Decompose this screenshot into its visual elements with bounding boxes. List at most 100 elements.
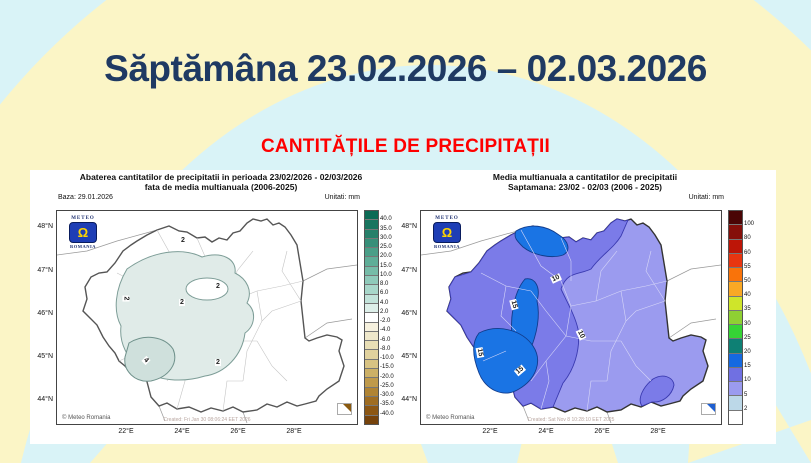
- colorbar-label: 25: [744, 334, 751, 341]
- map-created-timestamp: Created: Sat Nov 8 10:28:10 EET 2025: [527, 417, 615, 423]
- contour-label: 2: [122, 295, 130, 302]
- map-title-line2: Saptamana: 23/02 - 02/03 (2006 - 2025): [507, 182, 663, 192]
- y-axis-label: 48°N: [401, 223, 417, 230]
- colorbar-cell: [365, 406, 378, 416]
- x-axis-label: 26°E: [594, 428, 610, 435]
- arrow-icon: [707, 404, 715, 412]
- omega-icon: Ω: [441, 225, 453, 240]
- meteo-logo-icon: Ω: [433, 222, 461, 243]
- colorbar-label: -25.0: [380, 382, 394, 389]
- graphics-brand-icon: [701, 403, 716, 415]
- contour-label: 10: [575, 328, 587, 341]
- arrow-icon: [343, 404, 351, 412]
- colorbar-cell: [365, 220, 378, 230]
- colorbar-label: 6.0: [380, 290, 389, 297]
- y-axis-label: 47°N: [37, 267, 53, 274]
- map-panel-precip-anomaly: Abaterea cantitatilor de precipitatii in…: [30, 170, 412, 444]
- colorbar-cell: [365, 276, 378, 286]
- colorbar-cell: [729, 239, 742, 254]
- map-copyright: © Meteo Romania: [426, 415, 475, 421]
- map-title: Abaterea cantitatilor de precipitatii in…: [30, 172, 412, 192]
- colorbar-label: 35: [744, 306, 751, 313]
- x-axis-label: 22°E: [118, 428, 134, 435]
- colorbar-cell: [729, 211, 742, 226]
- colorbar-label: -2.0: [380, 318, 391, 325]
- colorbar-label: -35.0: [380, 401, 394, 408]
- colorbar-cell: [729, 410, 742, 424]
- region-10-15-se: [639, 375, 675, 407]
- colorbar-label: -8.0: [380, 345, 391, 352]
- logo-text-meteo: METEO: [435, 216, 459, 221]
- slide-subtitle: CANTITĂȚILE DE PRECIPITAȚII: [261, 136, 550, 157]
- colorbar-label: 20.0: [380, 253, 392, 260]
- colorbar-label: -40.0: [380, 410, 394, 417]
- colorbar-cell: [365, 322, 378, 332]
- colorbar-cell: [365, 359, 378, 370]
- colorbar-cell: [365, 350, 378, 360]
- colorbar-label: 40: [744, 292, 751, 299]
- y-axis-label: 45°N: [401, 353, 417, 360]
- colorbar-cell: [729, 396, 742, 411]
- colorbar-cell: [729, 253, 742, 269]
- colorbar-cell: [365, 303, 378, 314]
- colorbar-label: 60: [744, 249, 751, 256]
- colorbar-cell: [365, 415, 378, 424]
- contour-label: 2: [179, 299, 185, 306]
- x-axis-label: 28°E: [650, 428, 666, 435]
- meteo-romania-logo: METEO Ω ROMANIA: [63, 216, 103, 249]
- colorbar-cell: [365, 248, 378, 258]
- map-canvas-anomaly: 2 2 2 2 4 2 METEO Ω ROMANIA © Meteo Romania C…: [56, 210, 358, 425]
- colorbar-label: 40.0: [380, 216, 392, 223]
- colorbar-label: 5: [744, 391, 748, 398]
- units-label: Unitati: mm: [324, 194, 360, 201]
- y-axis-label: 46°N: [401, 310, 417, 317]
- colorbar-cell: [729, 225, 742, 240]
- right-colorbar-labels: 100 80 60 55 50 40 35 30 25 20 15 10 5 2: [744, 210, 774, 423]
- colorbar-label: 30: [744, 320, 751, 327]
- colorbar-label: -4.0: [380, 327, 391, 334]
- omega-icon: Ω: [77, 225, 89, 240]
- y-axis-label: 46°N: [37, 310, 53, 317]
- y-axis-label: 45°N: [37, 353, 53, 360]
- x-axis-label: 26°E: [230, 428, 246, 435]
- contour-label: 15: [509, 298, 519, 311]
- colorbar-cell: [365, 313, 378, 323]
- x-axis-label: 24°E: [538, 428, 554, 435]
- colorbar-cell: [365, 341, 378, 351]
- colorbar-label: 15: [744, 363, 751, 370]
- slide-title: Săptămâna 23.02.2026 – 02.03.2026: [104, 48, 707, 89]
- colorbar-label: 25.0: [380, 244, 392, 251]
- colorbar-cell: [365, 257, 378, 267]
- colorbar-label: 55: [744, 263, 751, 270]
- colorbar-cell: [365, 369, 378, 379]
- neighbour-borders: [57, 229, 357, 424]
- map-title-line2: fata de media multianuala (2006-2025): [144, 182, 298, 192]
- romania-map-climatology: [421, 218, 721, 424]
- map-canvas-climatology: 10 15 15 15 10 METEO Ω ROMANIA © Meteo Roman…: [420, 210, 722, 425]
- map-created-timestamp: Created: Fri Jan 30 08:06:24 EET 2026: [163, 417, 251, 423]
- units-label: Unitati: mm: [688, 194, 724, 201]
- neighbour-borders: [421, 229, 721, 424]
- colorbar-cell: [729, 268, 742, 283]
- logo-text-romania: ROMANIA: [434, 244, 460, 249]
- romania-map-anomaly: [57, 218, 357, 424]
- colorbar-label: -30.0: [380, 392, 394, 399]
- colorbar-cell: [729, 367, 742, 383]
- contour-label: 15: [513, 364, 526, 377]
- contour-label: 2: [180, 237, 186, 244]
- map-title: Media multianuala a cantitatilor de prec…: [394, 172, 776, 192]
- contour-label: 2: [215, 283, 221, 290]
- x-axis-label: 24°E: [174, 428, 190, 435]
- y-axis-label: 48°N: [37, 223, 53, 230]
- left-colorbar: [364, 210, 379, 425]
- colorbar-label: 10.0: [380, 271, 392, 278]
- colorbar-cell: [729, 282, 742, 297]
- colorbar-label: 10: [744, 377, 751, 384]
- colorbar-label: 80: [744, 235, 751, 242]
- colorbar-label: 20: [744, 349, 751, 355]
- colorbar-cell: [729, 310, 742, 326]
- colorbar-label: -10.0: [380, 355, 394, 362]
- map-title-line1: Abaterea cantitatilor de precipitatii in…: [79, 172, 363, 182]
